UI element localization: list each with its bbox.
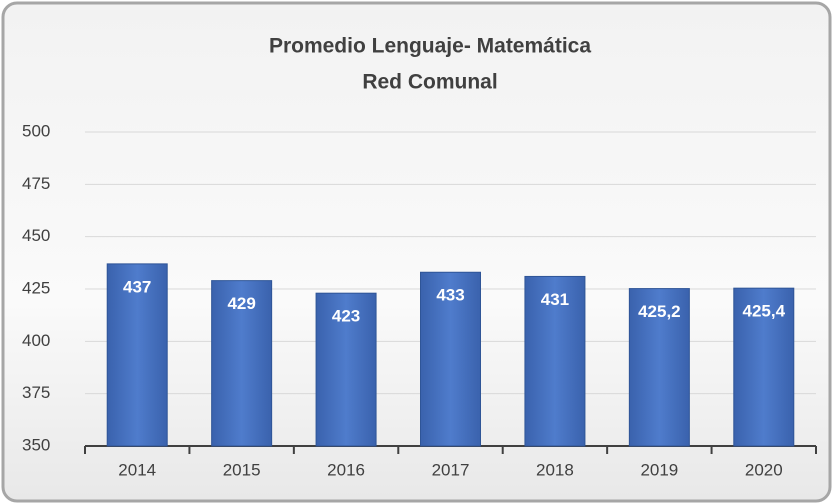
x-tick-label: 2016 [327, 460, 365, 479]
data-label: 429 [227, 294, 255, 313]
y-tick-label: 475 [22, 174, 50, 193]
data-label: 425,2 [638, 302, 681, 321]
bar [733, 287, 795, 447]
y-tick-label: 425 [22, 278, 50, 297]
data-label: 425,4 [743, 302, 786, 321]
y-tick-label: 350 [22, 435, 50, 454]
y-tick-label: 450 [22, 226, 50, 245]
bar [420, 271, 481, 447]
x-tick-label: 2020 [745, 460, 783, 479]
bar [211, 280, 273, 447]
y-tick-label: 375 [22, 383, 50, 402]
data-label: 431 [541, 290, 569, 309]
bar [628, 288, 690, 447]
data-label: 437 [123, 277, 151, 296]
x-tick-label: 2018 [536, 460, 574, 479]
y-tick-label: 400 [22, 331, 50, 350]
data-label: 433 [436, 286, 464, 305]
chart-title: Promedio Lenguaje- Matemática [269, 35, 591, 58]
x-tick-label: 2017 [432, 460, 470, 479]
chart-subtitle: Red Comunal [362, 71, 497, 94]
x-tick-label: 2014 [118, 460, 156, 479]
x-tick-label: 2019 [640, 460, 678, 479]
bar [315, 292, 377, 447]
y-tick-label: 500 [22, 121, 50, 140]
bar [524, 275, 586, 447]
bar [106, 263, 168, 447]
data-label: 423 [332, 307, 360, 326]
x-tick-label: 2015 [223, 460, 261, 479]
